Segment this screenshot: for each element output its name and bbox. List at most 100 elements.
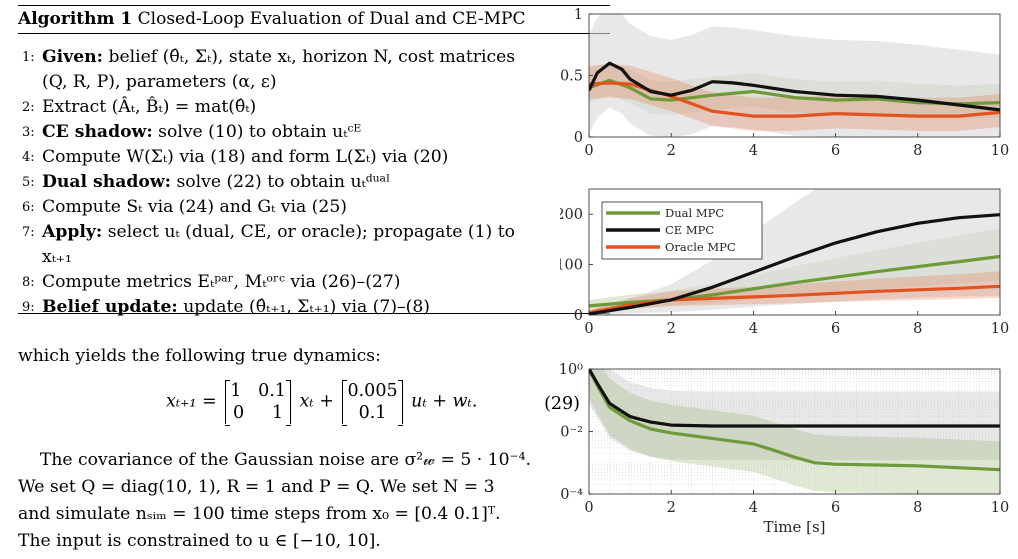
plot-area bbox=[589, 189, 1000, 315]
y-tick-label: 1 bbox=[574, 7, 583, 23]
step-number: 2: bbox=[22, 100, 35, 115]
equation-number: (29) bbox=[544, 394, 580, 414]
x-tick-label: 4 bbox=[749, 321, 758, 337]
eq-rhs: uₜ + wₜ. bbox=[411, 391, 478, 412]
algorithm-title: Algorithm 1 Closed-Loop Evaluation of Du… bbox=[18, 9, 526, 29]
x-tick-label: 8 bbox=[913, 321, 922, 337]
algorithm-step: 9: Belief update: update (θ̂ₜ₊₁, Σₜ₊₁) vi… bbox=[18, 295, 610, 320]
x-tick-label: 2 bbox=[667, 500, 676, 516]
subplot-3: 024681010⁻⁴10⁻²10⁰tr(Σₜ)Time [s] bbox=[536, 362, 1009, 536]
algorithm-header-rule bbox=[18, 33, 610, 34]
body-line: The covariance of the Gaussian noise are… bbox=[18, 450, 531, 470]
series-line bbox=[589, 369, 1000, 472]
body-line: and simulate nₛᵢₘ = 100 time steps from … bbox=[18, 504, 501, 524]
algorithm-step: 6: Compute Sₜ via (24) and Gₜ via (25) bbox=[18, 195, 610, 220]
step-text: Compute W(Σₜ) via (18) and form L(Σₜ) vi… bbox=[42, 147, 449, 167]
body-line: The input is constrained to u ∈ [−10, 10… bbox=[18, 531, 381, 551]
uncertainty-band bbox=[589, 271, 1000, 314]
y-tick-label: 0 bbox=[574, 130, 583, 146]
x-axis-label: Time [s] bbox=[763, 518, 825, 536]
y-tick-label: 200 bbox=[560, 207, 583, 223]
step-text: Compute Sₜ via (24) and Gₜ via (25) bbox=[42, 197, 347, 217]
step-text: update (θ̂ₜ₊₁, Σₜ₊₁) via (7)–(8) bbox=[177, 297, 430, 317]
figure-svg: 024681000.51‖xₜ‖₂02468100100200JₜʳᵉᵍDual… bbox=[536, 7, 1009, 536]
y-tick-label: 0.5 bbox=[560, 69, 583, 85]
plot-area bbox=[589, 14, 1000, 137]
step-number: 6: bbox=[22, 200, 35, 215]
step-text: solve (22) to obtain uₜᵈᵘᵃˡ bbox=[170, 172, 391, 192]
algorithm-step: 8: Compute metrics Eₜᵖᵃʳ, Mₜᵒʳᶜ via (26)–… bbox=[18, 270, 610, 295]
step-keyword: Apply: bbox=[42, 222, 103, 242]
step-text: solve (10) to obtain uₜᶜᴱ bbox=[152, 122, 362, 142]
step-text-continued: xₜ₊₁ bbox=[42, 247, 72, 267]
y-tick-label: 10⁻⁴ bbox=[560, 487, 583, 503]
x-tick-label: 0 bbox=[584, 143, 593, 159]
step-text: Compute metrics Eₜᵖᵃʳ, Mₜᵒʳᶜ via (26)–(2… bbox=[42, 272, 401, 292]
algorithm-step: 5: Dual shadow: solve (22) to obtain uₜᵈᵘ… bbox=[18, 170, 610, 195]
equation-29: xₜ₊₁ = 1 0.1 0 1 xₜ + 0.005 0.1 uₜ + wₜ.… bbox=[18, 380, 610, 436]
paper-column: Algorithm 1 Closed-Loop Evaluation of Du… bbox=[18, 0, 610, 555]
algorithm-top-rule bbox=[18, 5, 610, 7]
series-line bbox=[589, 61, 1000, 112]
algorithm-caption: Closed-Loop Evaluation of Dual and CE-MP… bbox=[137, 9, 526, 29]
plot-area bbox=[589, 369, 1000, 494]
step-text: select uₜ (dual, CE, or oracle); propaga… bbox=[102, 222, 515, 242]
y-tick-label: 10⁻² bbox=[560, 425, 583, 441]
axes-box bbox=[588, 188, 1001, 316]
uncertainty-band bbox=[589, 14, 1000, 137]
eq-lhs: xₜ₊₁ = bbox=[166, 391, 217, 412]
series-line bbox=[589, 213, 1000, 315]
x-tick-label: 10 bbox=[991, 143, 1009, 159]
x-tick-label: 10 bbox=[991, 500, 1009, 516]
step-keyword: Dual shadow: bbox=[42, 172, 171, 192]
step-number: 8: bbox=[22, 275, 35, 290]
step-number: 7: bbox=[22, 225, 35, 240]
eq-matrix-a-row: 1 0.1 bbox=[230, 381, 286, 401]
x-tick-label: 2 bbox=[667, 143, 676, 159]
step-number: 3: bbox=[22, 125, 35, 140]
equation-expression: xₜ₊₁ = 1 0.1 0 1 xₜ + 0.005 0.1 uₜ + wₜ. bbox=[166, 380, 478, 426]
x-tick-label: 0 bbox=[584, 500, 593, 516]
body-intro: which yields the following true dynamics… bbox=[18, 346, 381, 366]
eq-matrix-b-row: 0.005 bbox=[347, 381, 398, 401]
step-keyword: CE shadow: bbox=[42, 122, 153, 142]
step-number: 5: bbox=[22, 175, 35, 190]
legend-label: CE MPC bbox=[665, 223, 714, 237]
step-number: 1: bbox=[22, 50, 35, 65]
algorithm-step: 3: CE shadow: solve (10) to obtain uₜᶜᴱ bbox=[18, 120, 610, 145]
eq-matrix-b: 0.005 0.1 bbox=[342, 380, 403, 426]
step-keyword: Belief update: bbox=[42, 297, 178, 317]
series-line bbox=[589, 369, 1000, 428]
step-number: 9: bbox=[22, 300, 35, 315]
x-tick-label: 8 bbox=[913, 143, 922, 159]
y-tick-label: 0 bbox=[574, 308, 583, 324]
algorithm-bottom-rule bbox=[18, 313, 610, 314]
eq-matrix-a-row: 0 1 bbox=[233, 403, 284, 423]
step-text: belief (θ̂ₜ, Σₜ), state xₜ, horizon N, c… bbox=[102, 47, 516, 67]
series-line bbox=[589, 81, 1000, 118]
x-tick-label: 6 bbox=[831, 500, 840, 516]
step-number: 4: bbox=[22, 150, 35, 165]
algorithm-label: Algorithm 1 bbox=[18, 9, 133, 29]
y-tick-label: 100 bbox=[560, 258, 583, 274]
algorithm-step: 2: Extract (Âₜ, B̂ₜ) = mat(θ̂ₜ) bbox=[18, 95, 610, 120]
x-tick-label: 2 bbox=[667, 321, 676, 337]
step-text-continued: (Q, R, P), parameters (α, ε) bbox=[42, 72, 277, 92]
legend-label: Oracle MPC bbox=[665, 240, 736, 254]
y-tick-label: 10⁰ bbox=[560, 362, 583, 378]
algorithm-step: 1: Given: belief (θ̂ₜ, Σₜ), state xₜ, hor… bbox=[18, 45, 610, 95]
eq-mid: xₜ + bbox=[299, 391, 334, 412]
algorithm-step: 4: Compute W(Σₜ) via (18) and form L(Σₜ) … bbox=[18, 145, 610, 170]
algorithm-steps: 1: Given: belief (θ̂ₜ, Σₜ), state xₜ, hor… bbox=[18, 45, 610, 320]
eq-matrix-a: 1 0.1 0 1 bbox=[225, 380, 291, 426]
x-tick-label: 8 bbox=[913, 500, 922, 516]
x-tick-label: 10 bbox=[991, 321, 1009, 337]
x-tick-label: 0 bbox=[584, 321, 593, 337]
legend-label: Dual MPC bbox=[665, 206, 724, 220]
step-text: Extract (Âₜ, B̂ₜ) = mat(θ̂ₜ) bbox=[42, 97, 257, 117]
x-tick-label: 4 bbox=[749, 143, 758, 159]
algorithm-step: 7: Apply: select uₜ (dual, CE, or oracle)… bbox=[18, 220, 610, 270]
x-tick-label: 6 bbox=[831, 143, 840, 159]
body-line: We set Q = diag(10, 1), R = 1 and P = Q.… bbox=[18, 477, 495, 497]
series-line bbox=[589, 78, 1000, 106]
